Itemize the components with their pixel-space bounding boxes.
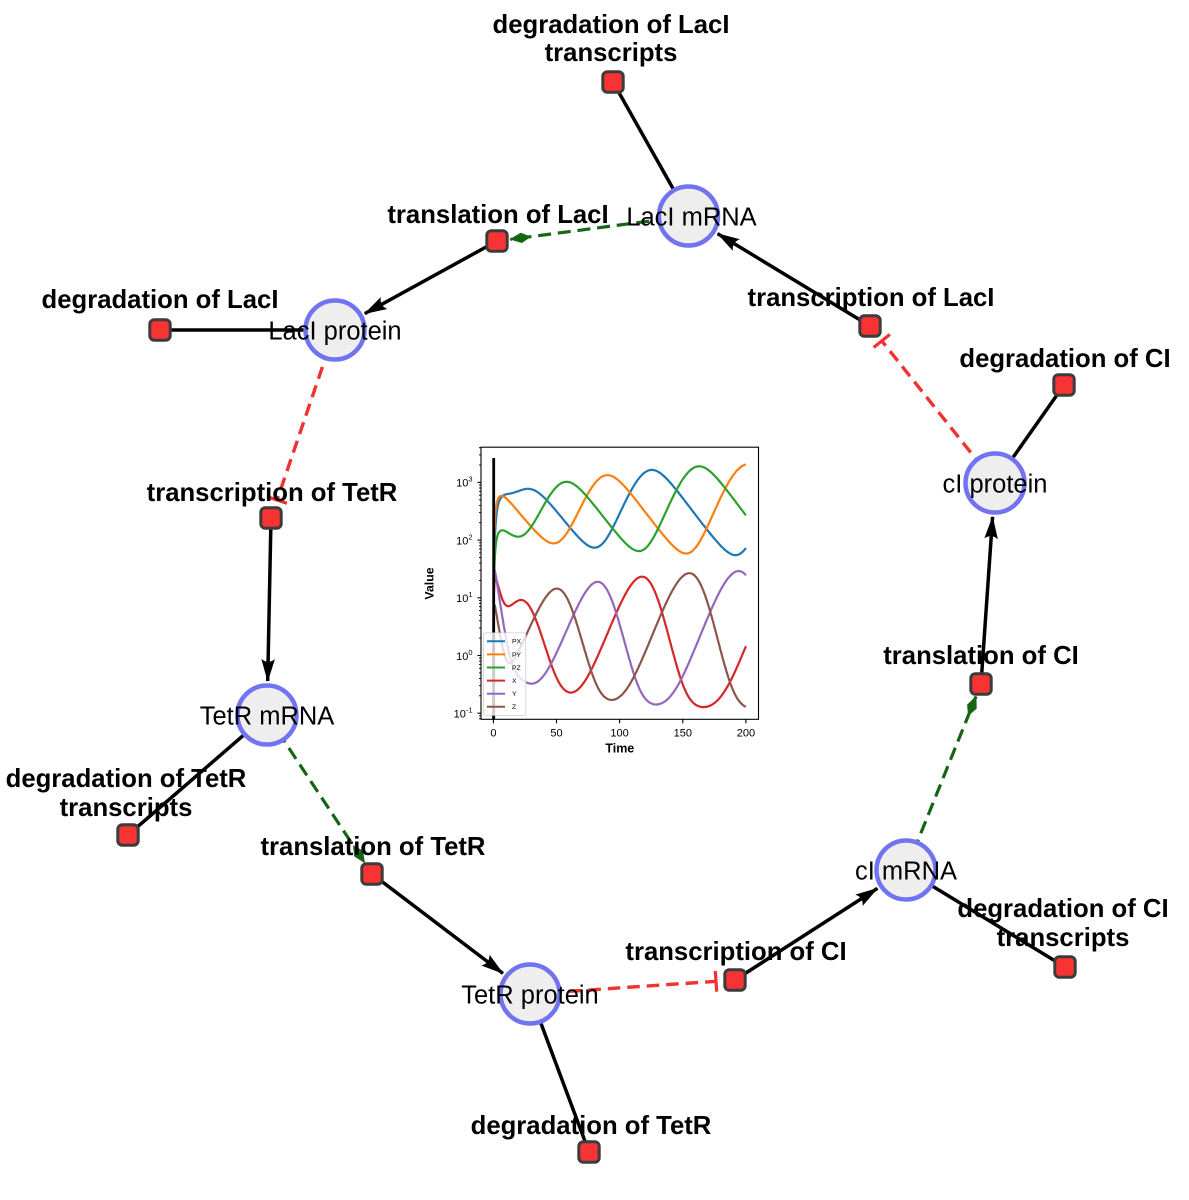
svg-text:TetR mRNA: TetR mRNA bbox=[200, 703, 335, 731]
svg-text:Time: Time bbox=[605, 742, 634, 756]
svg-text:PX: PX bbox=[512, 639, 522, 646]
svg-text:degradation of LacI: degradation of LacI bbox=[42, 286, 279, 314]
svg-text:Y: Y bbox=[512, 691, 517, 698]
svg-text:translation of LacI: translation of LacI bbox=[387, 201, 608, 229]
svg-text:transcription of TetR: transcription of TetR bbox=[147, 479, 398, 507]
svg-text:150: 150 bbox=[674, 728, 692, 740]
svg-text:cI protein: cI protein bbox=[943, 471, 1048, 499]
svg-text:degradation of CI: degradation of CI bbox=[957, 895, 1168, 923]
svg-text:PZ: PZ bbox=[512, 665, 521, 672]
svg-text:degradation of TetR: degradation of TetR bbox=[471, 1112, 712, 1140]
svg-text:transcripts: transcripts bbox=[545, 39, 678, 67]
svg-text:Value: Value bbox=[423, 567, 437, 599]
svg-text:Z: Z bbox=[512, 704, 516, 711]
svg-text:X: X bbox=[512, 678, 517, 685]
svg-text:200: 200 bbox=[737, 728, 755, 740]
svg-text:transcription of CI: transcription of CI bbox=[625, 938, 846, 966]
svg-text:PY: PY bbox=[512, 652, 522, 659]
svg-text:degradation of CI: degradation of CI bbox=[959, 345, 1170, 373]
svg-text:TetR protein: TetR protein bbox=[461, 982, 599, 1010]
svg-text:transcripts: transcripts bbox=[997, 924, 1130, 952]
svg-text:cI mRNA: cI mRNA bbox=[855, 858, 957, 886]
svg-text:transcription of LacI: transcription of LacI bbox=[748, 284, 995, 312]
svg-text:LacI protein: LacI protein bbox=[268, 318, 401, 346]
svg-text:degradation of TetR: degradation of TetR bbox=[6, 765, 247, 793]
svg-text:0: 0 bbox=[490, 728, 496, 740]
svg-text:translation of TetR: translation of TetR bbox=[260, 833, 485, 861]
svg-text:LacI mRNA: LacI mRNA bbox=[626, 204, 756, 232]
svg-text:50: 50 bbox=[550, 728, 562, 740]
svg-text:translation of CI: translation of CI bbox=[883, 642, 1079, 670]
svg-text:100: 100 bbox=[610, 728, 628, 740]
svg-text:transcripts: transcripts bbox=[60, 794, 193, 822]
svg-text:degradation of LacI: degradation of LacI bbox=[493, 11, 730, 39]
